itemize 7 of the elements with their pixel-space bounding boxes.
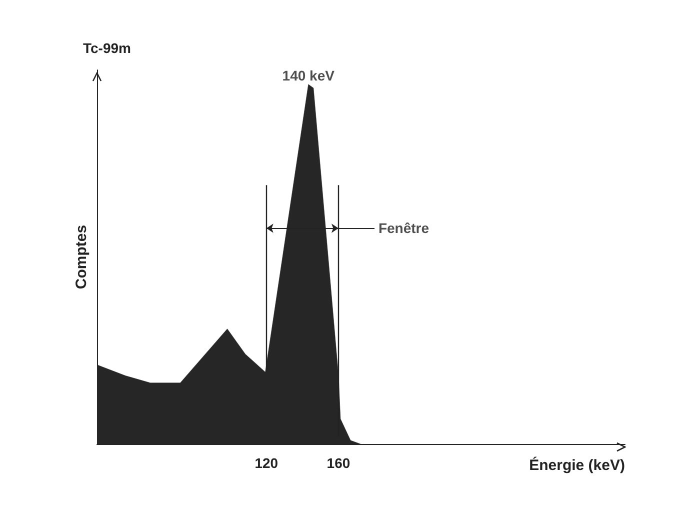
x-tick-label: 160 (326, 455, 350, 471)
x-axis-title: Énergie (keV) (529, 456, 625, 474)
annotation: 140 keV (282, 67, 336, 84)
annotation: Fenêtre (378, 220, 430, 236)
x-tick-label: 120 (254, 455, 278, 471)
chart-title: Tc-99m (83, 40, 131, 56)
y-axis-title: Comptes (73, 224, 90, 290)
